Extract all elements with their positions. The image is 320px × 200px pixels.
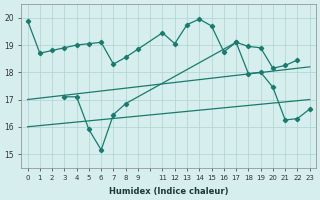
X-axis label: Humidex (Indice chaleur): Humidex (Indice chaleur) [109,187,228,196]
